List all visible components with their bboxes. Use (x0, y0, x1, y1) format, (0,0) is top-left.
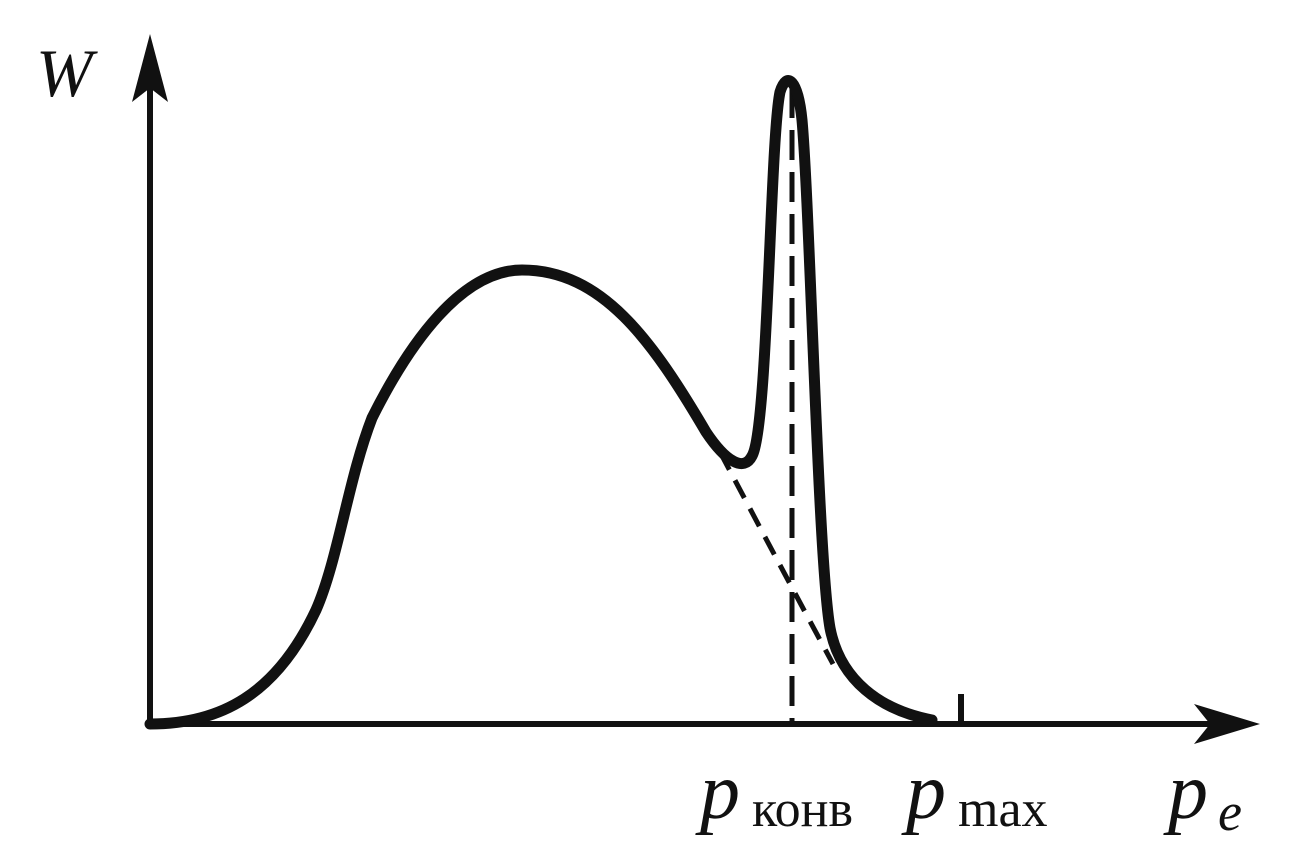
x-axis-label-main: p (1163, 748, 1208, 836)
axes-group (132, 34, 1260, 744)
axis-labels: W p e (36, 35, 1242, 842)
marker-labels: p конв p max (695, 748, 1048, 838)
x-axis-arrow (1194, 704, 1260, 744)
p-konv-main: p (695, 748, 740, 836)
y-axis-arrow (132, 34, 168, 102)
y-axis-label: W (36, 35, 98, 111)
p-max-main: p (901, 748, 946, 836)
p-konv-subscript: конв (752, 781, 853, 838)
x-axis-label-subscript: e (1218, 782, 1242, 842)
spectrum-curve (144, 75, 938, 730)
p-max-subscript: max (958, 781, 1048, 838)
dashed-background-curve (717, 450, 836, 666)
dashed-guides (717, 88, 836, 724)
